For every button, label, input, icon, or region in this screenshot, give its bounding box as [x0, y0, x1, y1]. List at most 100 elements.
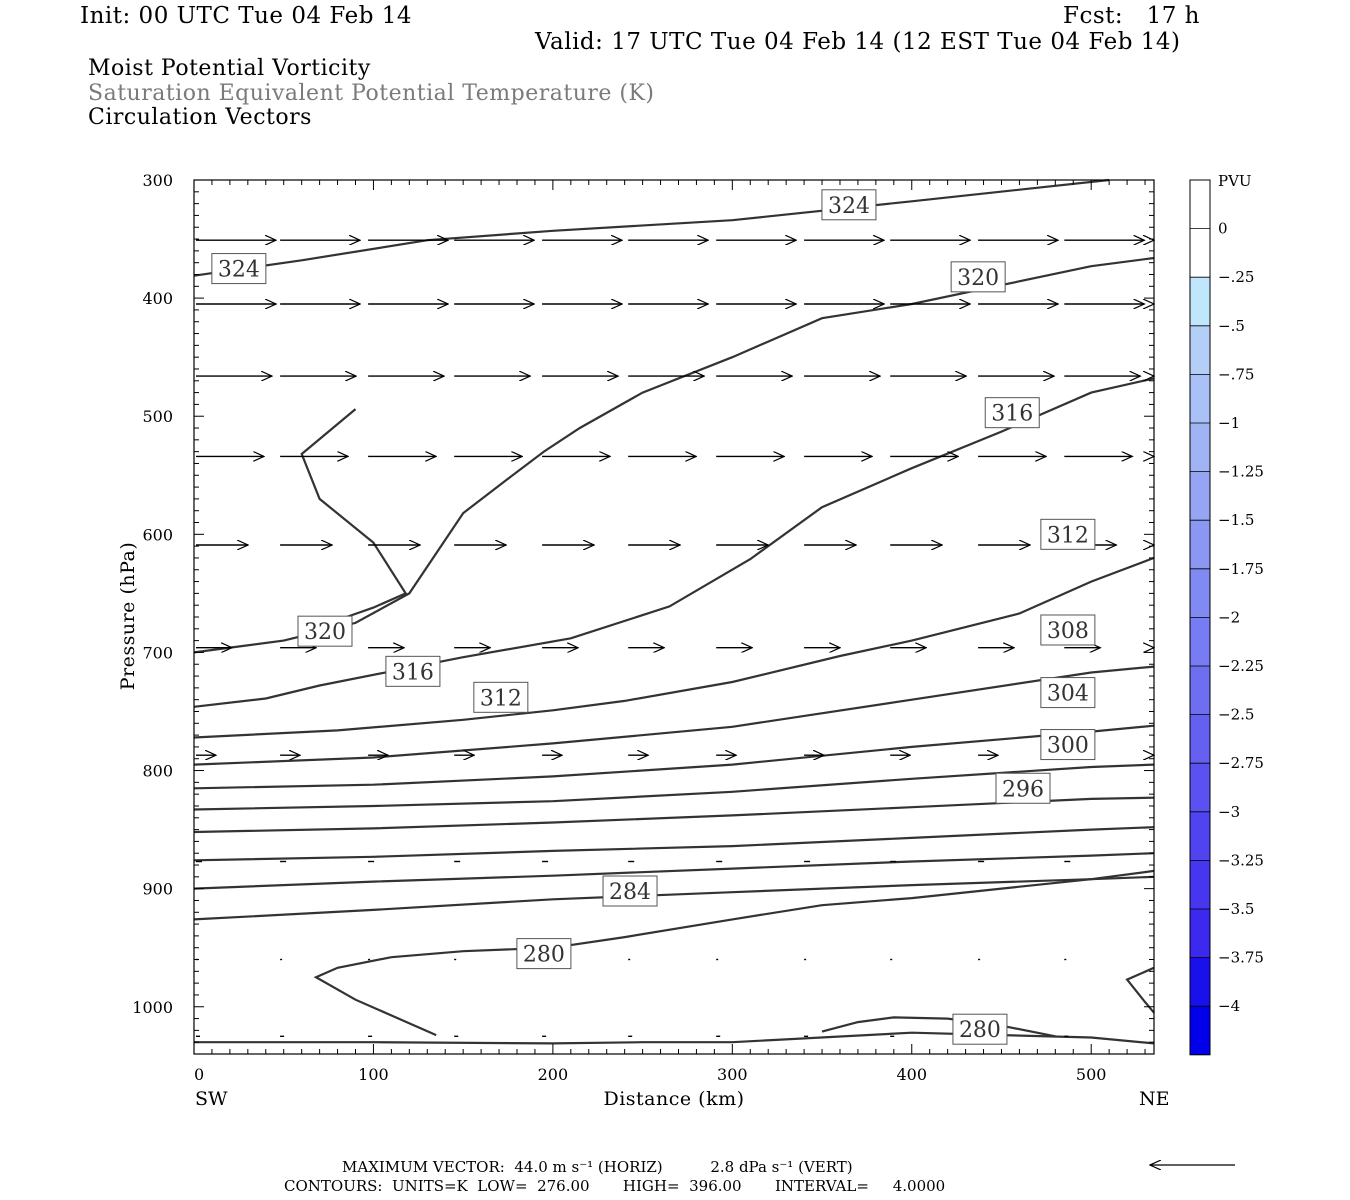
y-tick-label: 300: [142, 171, 173, 190]
x-tick-label: 100: [358, 1065, 389, 1084]
colorbar-label: −1.5: [1218, 511, 1254, 529]
theta-es-contour: [193, 178, 1110, 277]
contour-label-box: [1040, 614, 1096, 646]
contour-label: 280: [523, 943, 565, 968]
contour-label-box: [821, 189, 877, 221]
colorbar-swatch: [1190, 1006, 1210, 1055]
contour-label: 284: [609, 880, 651, 905]
theta-es-contour: [300, 408, 408, 619]
contour-label-box: [995, 772, 1051, 804]
max-vector-note: MAXIMUM VECTOR: 44.0 m s⁻¹ (HORIZ) 2.8 d…: [342, 1158, 853, 1176]
x-tick-label: 400: [896, 1065, 927, 1084]
colorbar-label: −1.75: [1218, 560, 1264, 578]
field-mpv-title: Moist Potential Vorticity: [88, 56, 371, 81]
x-tick-label: 200: [538, 1065, 569, 1084]
colorbar-label: 0: [1218, 220, 1228, 238]
colorbar-label: −3.25: [1218, 851, 1264, 869]
theta-es-contour: [193, 852, 1155, 890]
colorbar-swatch: [1190, 617, 1210, 666]
x-tick-label: 300: [717, 1065, 748, 1084]
field-theta-es-title: Saturation Equivalent Potential Temperat…: [88, 81, 655, 106]
y-tick-label: 700: [142, 643, 173, 662]
colorbar-label: −.25: [1218, 268, 1254, 286]
theta-es-contour: [193, 256, 1155, 654]
contour-label-box: [984, 397, 1040, 429]
sw-endpoint-label: SW: [195, 1088, 228, 1110]
contour-label: 280: [959, 1018, 1001, 1043]
theta-es-contour: [193, 556, 1155, 739]
y-tick-label: 1000: [132, 998, 173, 1017]
colorbar-swatch: [1190, 374, 1210, 423]
y-tick-label: 500: [142, 407, 173, 426]
contour-label-box: [602, 875, 658, 907]
colorbar-label: −3: [1218, 803, 1240, 821]
colorbar-swatch: [1190, 860, 1210, 909]
contour-label-box: [1040, 518, 1096, 550]
colorbar-swatch: [1190, 666, 1210, 715]
contour-label: 324: [828, 194, 870, 219]
colorbar-label: −2.75: [1218, 754, 1264, 772]
contour-label-box: [473, 681, 529, 713]
theta-es-contour: [313, 869, 1155, 1037]
colorbar-swatch: [1190, 763, 1210, 812]
colorbar-label: −3.75: [1218, 949, 1264, 967]
colorbar-swatch: [1190, 228, 1210, 278]
colorbar-swatch: [1190, 520, 1210, 569]
colorbar-swatch: [1190, 180, 1210, 229]
valid-time: Valid: 17 UTC Tue 04 Feb 14 (12 EST Tue …: [535, 29, 1181, 55]
contour-summary: CONTOURS: UNITS=K LOW= 276.00 HIGH= 396.…: [284, 1177, 946, 1195]
colorbar-swatch: [1190, 277, 1210, 326]
y-tick-label: 400: [142, 289, 173, 308]
theta-es-contour: [193, 826, 1155, 862]
theta-es-contour: [193, 377, 1155, 708]
colorbar-swatch: [1190, 568, 1210, 618]
contour-label-box: [385, 655, 441, 687]
contour-label-box: [952, 1013, 1008, 1045]
colorbar-label: −4: [1218, 997, 1240, 1015]
y-tick-label: 600: [142, 525, 173, 544]
colorbar-label: −1: [1218, 414, 1240, 432]
contour-label-box: [297, 615, 353, 647]
colorbar-swatch: [1190, 325, 1210, 375]
y-axis-title: Pressure (hPa): [117, 542, 139, 691]
colorbar-label: −1.25: [1218, 463, 1264, 481]
theta-es-contour: [193, 665, 1155, 766]
colorbar-unit: PVU: [1218, 172, 1252, 190]
y-tick-label: 800: [142, 762, 173, 781]
x-tick-label: 500: [1076, 1065, 1107, 1084]
colorbar-swatch: [1190, 909, 1210, 958]
colorbar-label: −.75: [1218, 365, 1254, 383]
theta-es-contour: [821, 1016, 1056, 1038]
theta-es-contour: [193, 796, 1155, 834]
ne-endpoint-label: NE: [1139, 1088, 1170, 1110]
contour-label: 324: [218, 258, 260, 283]
contour-label-box: [950, 261, 1006, 293]
contour-label: 320: [957, 266, 999, 291]
colorbar-swatch: [1190, 423, 1210, 472]
contour-label: 308: [1047, 619, 1089, 644]
theta-es-contour: [1125, 966, 1155, 1014]
colorbar-label: −.5: [1218, 317, 1245, 335]
contour-label-box: [1040, 677, 1096, 709]
contour-label: 320: [304, 620, 346, 645]
colorbar-swatch: [1190, 471, 1210, 521]
x-axis-title: Distance (km): [603, 1088, 744, 1110]
colorbar-label: −2.25: [1218, 657, 1264, 675]
colorbar-label: −3.5: [1218, 900, 1254, 918]
contour-label: 316: [991, 402, 1033, 427]
contour-label: 316: [392, 660, 434, 685]
contour-label: 312: [480, 686, 522, 711]
y-tick-label: 900: [142, 880, 173, 899]
contour-label-box: [516, 938, 572, 970]
contour-label: 300: [1047, 734, 1089, 759]
x-tick-label: 0: [194, 1065, 204, 1084]
contour-label-box: [211, 253, 267, 285]
init-time: Init: 00 UTC Tue 04 Feb 14: [80, 3, 413, 29]
forecast-hour: Fcst: 17 h: [1063, 3, 1200, 29]
colorbar-swatch: [1190, 811, 1210, 861]
colorbar-swatch: [1190, 957, 1210, 1007]
contour-label-box: [1040, 729, 1096, 761]
field-vectors-title: Circulation Vectors: [88, 105, 312, 130]
contour-label: 312: [1047, 523, 1089, 548]
